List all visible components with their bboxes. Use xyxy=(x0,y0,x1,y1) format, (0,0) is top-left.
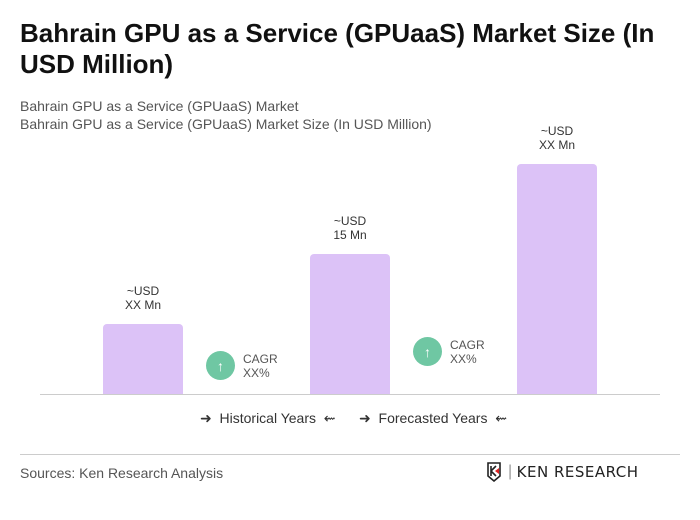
arrow-left-icon: ⇜ xyxy=(323,410,336,426)
chart-title: Bahrain GPU as a Service (GPUaaS) Market… xyxy=(20,18,655,79)
arrow-right-icon: ➜ xyxy=(359,410,371,426)
arrow-up-icon: ↑ xyxy=(206,351,235,380)
chart-subtitle-2: Bahrain GPU as a Service (GPUaaS) Market… xyxy=(20,116,432,132)
arrow-right-icon: ➜ xyxy=(200,410,212,426)
legend-forecasted: ➜ Forecasted Years ⇜ xyxy=(359,410,507,427)
source-text: Sources: Ken Research Analysis xyxy=(20,465,224,481)
legend-label: Forecasted Years xyxy=(378,410,488,426)
data-label-line: ~USD xyxy=(540,124,574,139)
bar xyxy=(103,324,183,394)
cagr-badge: ↑ CAGR XX% xyxy=(413,337,485,366)
cagr-label: CAGR xyxy=(450,337,485,352)
divider xyxy=(20,454,680,455)
data-label-line: 15 Mn xyxy=(333,228,367,242)
arrow-left-icon: ⇜ xyxy=(495,410,507,426)
data-label-line: ~USD xyxy=(333,214,367,228)
data-label: ~USD XX Mn xyxy=(507,124,607,152)
cagr-value: XX% xyxy=(243,365,270,380)
cagr-badge: ↑ CAGR XX% xyxy=(206,351,278,380)
cagr-value: XX% xyxy=(450,351,477,366)
chart-subtitle: Bahrain GPU as a Service (GPUaaS) Market xyxy=(20,98,299,114)
legend-label: Historical Years xyxy=(219,410,317,426)
cagr-label: CAGR xyxy=(243,351,278,366)
data-label-line: XX Mn xyxy=(124,298,161,312)
bar xyxy=(517,164,597,394)
ken-research-logo: | KEN RESEARCH xyxy=(486,462,639,482)
bar xyxy=(310,254,390,394)
data-label-line: XX Mn xyxy=(538,138,575,153)
data-label: ~USD 15 Mn xyxy=(300,214,400,242)
logo-mark-icon xyxy=(487,462,501,482)
legend-historical: ➜ Historical Years ⇜ xyxy=(200,410,336,427)
arrow-up-icon: ↑ xyxy=(413,337,442,366)
x-axis xyxy=(40,394,660,395)
data-label: ~USD XX Mn xyxy=(93,284,193,312)
data-label-line: ~USD xyxy=(126,284,160,298)
